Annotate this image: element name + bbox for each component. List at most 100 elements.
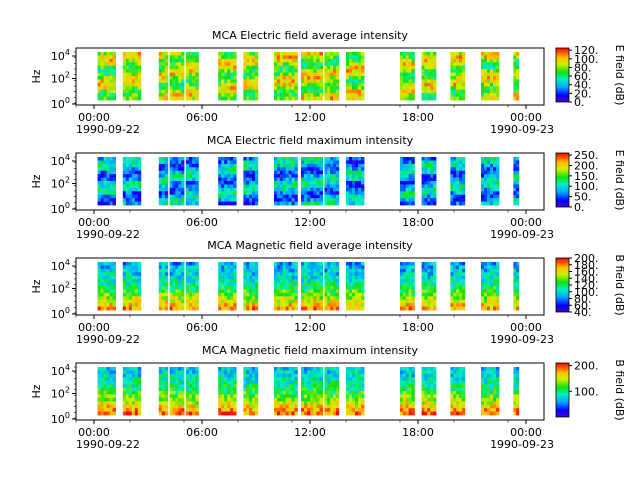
heatmap-cell xyxy=(125,187,130,192)
heatmap-cell xyxy=(319,262,323,266)
heatmap-cell xyxy=(346,296,350,301)
heatmap-cell xyxy=(128,387,133,392)
heatmap-cell xyxy=(134,181,139,185)
heatmap-cell xyxy=(131,380,136,385)
heatmap-cell xyxy=(430,69,434,73)
heatmap-cell xyxy=(405,201,410,206)
heatmap-cell xyxy=(172,265,176,270)
heatmap-cell xyxy=(254,373,259,378)
heatmap-cell xyxy=(181,79,185,84)
heatmap-cell xyxy=(134,282,139,287)
heatmap-cell xyxy=(450,380,454,385)
heatmap-cell xyxy=(128,201,133,206)
heatmap-cell xyxy=(161,177,166,182)
heatmap-cell xyxy=(301,286,305,290)
heatmap-cell xyxy=(188,286,193,290)
heatmap-cell xyxy=(358,76,362,80)
heatmap-cell xyxy=(490,373,494,378)
heatmap-cell xyxy=(335,72,340,77)
heatmap-cell xyxy=(282,373,287,378)
heatmap-cell xyxy=(243,296,247,301)
date-start-label: 1990-09-22 xyxy=(76,438,140,451)
heatmap-cell xyxy=(324,377,328,382)
heatmap-cell xyxy=(496,187,500,192)
heatmap-cell xyxy=(307,82,311,87)
heatmap-cell xyxy=(288,187,292,192)
heatmap-cell xyxy=(430,89,434,94)
heatmap-cell xyxy=(106,296,110,301)
heatmap-cell xyxy=(307,89,311,94)
heatmap-cell xyxy=(361,384,365,388)
heatmap-cell xyxy=(285,286,290,290)
heatmap-cell xyxy=(230,52,234,56)
heatmap-cell xyxy=(188,194,193,199)
heatmap-cell xyxy=(493,272,497,277)
heatmap-cell xyxy=(252,303,256,307)
heatmap-cell xyxy=(288,296,292,301)
y-tick-label: 100 xyxy=(51,411,70,426)
heatmap-cell xyxy=(188,170,193,175)
heatmap-cell xyxy=(316,272,320,277)
heatmap-cell xyxy=(335,201,340,206)
heatmap-cell xyxy=(103,52,107,56)
heatmap-cell xyxy=(316,299,320,304)
heatmap-cell xyxy=(131,401,136,406)
heatmap-cell xyxy=(97,401,101,406)
heatmap-cell xyxy=(185,387,190,392)
heatmap-cell xyxy=(288,201,292,206)
heatmap-cell xyxy=(433,262,437,266)
heatmap-cell xyxy=(355,275,359,280)
heatmap-cell xyxy=(112,408,116,412)
heatmap-cell xyxy=(493,411,497,416)
heatmap-cell xyxy=(461,160,466,165)
heatmap-cell xyxy=(430,282,434,287)
heatmap-cell xyxy=(218,299,222,304)
heatmap-cell xyxy=(493,89,497,94)
heatmap-cell xyxy=(288,181,292,185)
heatmap-cell xyxy=(279,272,284,277)
heatmap-cell xyxy=(125,272,130,277)
heatmap-cell xyxy=(109,397,113,402)
heatmap-cell xyxy=(230,394,234,399)
heatmap-cell xyxy=(109,367,113,371)
heatmap-cell xyxy=(158,370,163,375)
heatmap-cell xyxy=(333,62,337,67)
heatmap-cell xyxy=(188,370,193,375)
heatmap-cell xyxy=(106,181,110,185)
heatmap-cell xyxy=(285,268,290,273)
heatmap-cell xyxy=(294,387,298,392)
heatmap-cell xyxy=(349,167,353,172)
heatmap-cell xyxy=(355,174,359,178)
heatmap-cell xyxy=(461,72,466,77)
heatmap-cell xyxy=(254,96,259,101)
heatmap-cell xyxy=(224,191,228,196)
heatmap-cell xyxy=(249,167,253,172)
heatmap-cell xyxy=(304,384,308,388)
heatmap-cell xyxy=(490,157,494,161)
heatmap-cell xyxy=(131,72,136,77)
heatmap-cell xyxy=(169,394,173,399)
heatmap-cell xyxy=(490,79,494,84)
heatmap-cell xyxy=(192,282,196,287)
heatmap-cell xyxy=(355,387,359,392)
heatmap-cell xyxy=(164,391,169,395)
heatmap-cell xyxy=(456,174,460,178)
heatmap-cell xyxy=(459,177,463,182)
heatmap-cell xyxy=(430,411,434,416)
heatmap-cell xyxy=(493,303,497,307)
x-tick-label: 12:00 xyxy=(294,426,326,439)
heatmap-cell xyxy=(279,167,284,172)
heatmap-cell xyxy=(164,289,169,294)
heatmap-cell xyxy=(487,194,491,199)
heatmap-cell xyxy=(254,167,259,172)
heatmap-cell xyxy=(408,201,412,206)
heatmap-cell xyxy=(172,367,176,371)
heatmap-cell xyxy=(450,373,454,378)
heatmap-cell xyxy=(254,303,259,307)
heatmap-cell xyxy=(355,201,359,206)
heatmap-cell xyxy=(333,303,337,307)
heatmap-cell xyxy=(195,194,199,199)
heatmap-cell xyxy=(493,157,497,161)
heatmap-cell xyxy=(424,82,428,87)
heatmap-cell xyxy=(304,163,308,168)
